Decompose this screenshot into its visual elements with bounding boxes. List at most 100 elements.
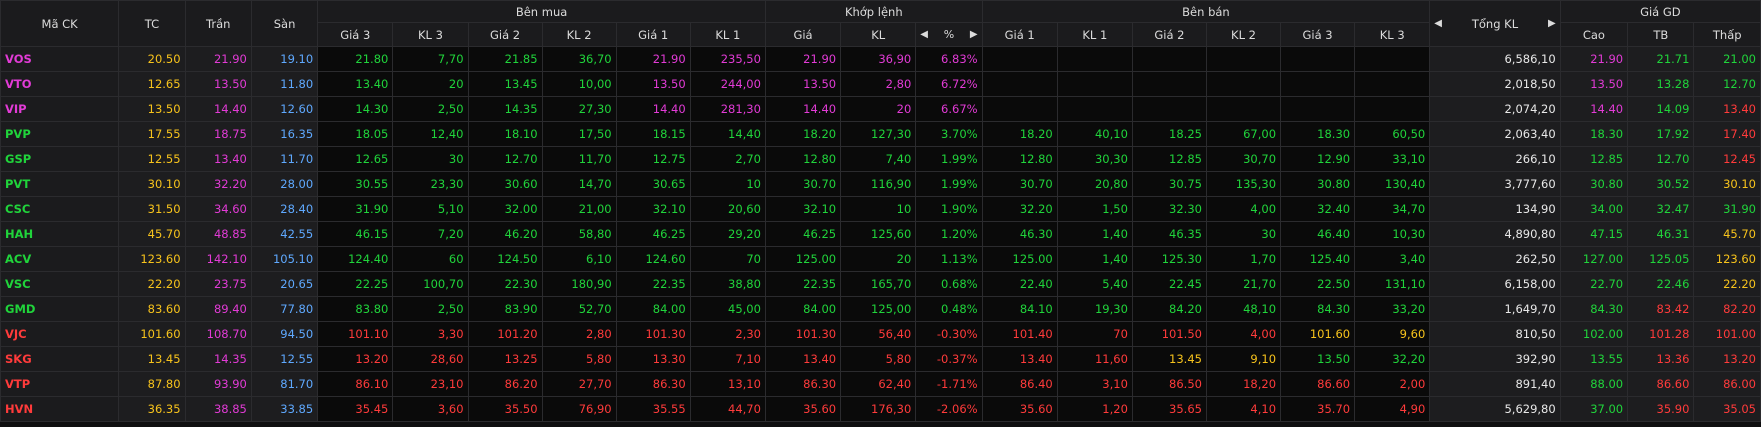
header-buy-vol-1[interactable]: KL 1 [689,22,766,47]
table-row[interactable]: VTP 87.80 93.90 81.70 86.10 23,10 86.20 27,70 86… [0,371,1761,397]
sell-price-2-cell: 46.35 [1131,221,1207,247]
header-sell-vol-2[interactable]: KL 2 [1205,22,1282,47]
symbol-cell[interactable]: GMD [0,296,120,322]
symbol-cell[interactable]: PVT [0,171,120,197]
header-floor[interactable]: Sàn [250,0,319,47]
buy-vol-3-cell: 7,70 [392,46,469,72]
caret-right-icon[interactable]: ▶ [1547,18,1556,29]
buy-vol-2-cell: 2,80 [541,321,617,347]
symbol-cell[interactable]: SKG [0,346,120,372]
table-row[interactable]: VOS 20.50 21.90 19.10 21.80 7,70 21.85 36,70 21.… [0,46,1761,72]
table-row[interactable]: PVP 17.55 18.75 16.35 18.05 12,40 18.10 17,50 18… [0,121,1761,147]
symbol-cell[interactable]: GSP [0,146,120,172]
match-vol-cell: 176,30 [840,396,917,422]
total-volume-cell: 891,40 [1429,371,1561,397]
header-ref[interactable]: TC [118,0,186,47]
table-row[interactable]: GMD 83.60 89.40 77.80 83.80 2,50 83.90 52,70 84.… [0,296,1761,322]
table-row[interactable]: ACV 123.60 142.10 105.10 124.40 60 124.50 6,10 1… [0,246,1761,272]
buy-vol-3-cell: 2,50 [392,296,469,322]
sell-vol-1-cell: 30,30 [1056,146,1133,172]
avg-price-cell: 12.70 [1627,146,1695,172]
header-sell-price-1[interactable]: Giá 1 [981,22,1058,47]
table-row[interactable]: CSC 31.50 34.60 28.40 31.90 5,10 32.00 21,00 32.… [0,196,1761,222]
header-sell-vol-3[interactable]: KL 3 [1354,22,1431,47]
header-avg[interactable]: TB [1627,22,1695,47]
header-low[interactable]: Thấp [1693,22,1761,47]
sell-vol-3-cell: 33,20 [1354,296,1431,322]
table-row[interactable]: HAH 45.70 48.85 42.55 46.15 7,20 46.20 58,80 46.… [0,221,1761,247]
header-sell-price-2[interactable]: Giá 2 [1131,22,1207,47]
symbol-cell[interactable]: VTO [0,71,120,97]
header-high[interactable]: Cao [1559,22,1629,47]
sell-price-3-cell: 101.60 [1280,321,1356,347]
buy-vol-2-cell: 14,70 [541,171,617,197]
match-vol-cell: 20 [840,246,917,272]
caret-left-icon[interactable]: ◀ [1434,18,1442,29]
symbol-cell[interactable]: ACV [0,246,120,272]
symbol-cell[interactable]: VTP [0,371,120,397]
symbol-cell[interactable]: PVP [0,121,120,147]
symbol-cell[interactable]: VSC [0,271,120,297]
table-row[interactable]: VJC 101.60 108.70 94.50 101.10 3,30 101.20 2,80… [0,321,1761,347]
high-price-cell: 127.00 [1559,246,1629,272]
symbol-cell[interactable]: HAH [0,221,120,247]
sell-vol-2-cell: 48,10 [1205,296,1282,322]
symbol-cell[interactable]: VIP [0,96,120,122]
avg-price-cell: 32.47 [1627,196,1695,222]
floor-price-cell: 12.60 [250,96,319,122]
table-row[interactable]: SKG 13.45 14.35 12.55 13.20 28,60 13.25 5,80 13.… [0,346,1761,372]
header-change-pct[interactable]: ◀ % ▶ [915,22,983,47]
sell-price-1-cell: 13.40 [981,346,1058,372]
buy-vol-3-cell: 30 [392,146,469,172]
symbol-cell[interactable]: VJC [0,321,120,347]
buy-price-3-cell: 13.40 [317,71,394,97]
header-total-volume[interactable]: ◀ Tổng KL ▶ [1429,0,1561,47]
header-buy-vol-2[interactable]: KL 2 [541,22,617,47]
sell-vol-3-cell: 3,40 [1354,246,1431,272]
header-buy-price-3[interactable]: Giá 3 [317,22,394,47]
header-match-group: Khớp lệnh [764,0,983,23]
buy-price-1-cell: 14.40 [615,96,691,122]
low-price-cell: 21.00 [1693,46,1761,72]
caret-left-icon[interactable]: ◀ [920,29,928,40]
header-sell-price-3[interactable]: Giá 3 [1280,22,1356,47]
symbol-cell[interactable]: VOS [0,46,120,72]
table-row[interactable]: HVN 36.35 38.85 33.85 35.45 3,60 35.50 76,90 35.… [0,396,1761,422]
header-sell-vol-1[interactable]: KL 1 [1056,22,1133,47]
ref-price-cell: 87.80 [118,371,186,397]
header-buy-price-2[interactable]: Giá 2 [467,22,543,47]
header-symbol[interactable]: Mã CK [0,0,120,47]
ceiling-price-cell: 14.40 [184,96,252,122]
table-row[interactable]: VIP 13.50 14.40 12.60 14.30 2,50 14.35 27,30 14.… [0,96,1761,122]
table-row[interactable]: PVT 30.10 32.20 28.00 30.55 23,30 30.60 14,70 30… [0,171,1761,197]
header-match-vol[interactable]: KL [840,22,917,47]
table-row[interactable]: GSP 12.55 13.40 11.70 12.65 30 12.70 11,70 12.75… [0,146,1761,172]
table-row[interactable]: VTO 12.65 13.50 11.80 13.40 20 13.45 10,00 13.50… [0,71,1761,97]
header-ceiling[interactable]: Trần [184,0,252,47]
caret-right-icon[interactable]: ▶ [969,29,978,40]
percent-toggle-icon[interactable]: % [943,28,955,41]
header-buy-vol-3[interactable]: KL 3 [392,22,469,47]
buy-vol-1-cell: 14,40 [689,121,766,147]
buy-price-3-cell: 31.90 [317,196,394,222]
match-vol-cell: 116,90 [840,171,917,197]
buy-vol-2-cell: 5,80 [541,346,617,372]
symbol-cell[interactable]: CSC [0,196,120,222]
high-price-cell: 21.90 [1559,46,1629,72]
buy-price-3-cell: 124.40 [317,246,394,272]
table-row[interactable]: VSC 22.20 23.75 20.65 22.25 100,70 22.30 180,90… [0,271,1761,297]
ref-price-cell: 12.65 [118,71,186,97]
buy-price-3-cell: 35.45 [317,396,394,422]
header-buy-price-1[interactable]: Giá 1 [615,22,691,47]
header-match-price[interactable]: Giá [764,22,842,47]
low-price-cell: 45.70 [1693,221,1761,247]
symbol-cell[interactable]: HVN [0,396,120,422]
buy-price-2-cell: 21.85 [467,46,543,72]
buy-vol-1-cell: 7,10 [689,346,766,372]
buy-vol-1-cell: 244,00 [689,71,766,97]
sell-vol-1-cell: 1,40 [1056,221,1133,247]
match-vol-cell: 125,60 [840,221,917,247]
match-vol-cell: 10 [840,196,917,222]
change-pct-cell: -0.37% [915,346,983,372]
low-price-cell: 12.70 [1693,71,1761,97]
